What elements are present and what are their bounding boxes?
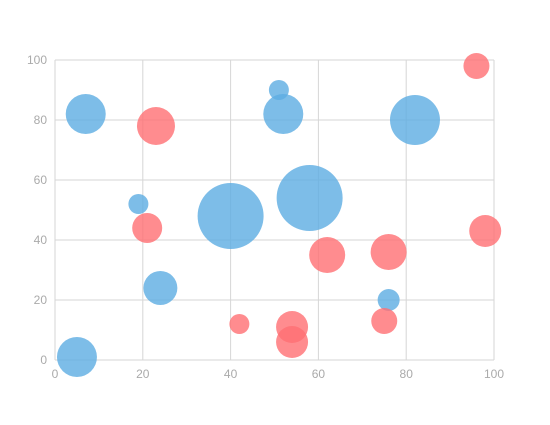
bubble-point [229, 314, 250, 334]
bubble-point [132, 213, 163, 243]
y-tick-label: 0 [40, 353, 47, 367]
bubble-point [370, 234, 407, 270]
bubble-point [136, 107, 175, 145]
bubble-point [65, 94, 106, 134]
x-tick-label: 0 [52, 367, 59, 381]
x-tick-label: 100 [484, 367, 504, 381]
bubble-point [143, 271, 178, 305]
bubble-point [263, 94, 304, 134]
bubble-point [469, 215, 502, 247]
bubble-point [309, 237, 346, 273]
y-tick-label: 40 [34, 233, 48, 247]
y-tick-label: 60 [34, 173, 48, 187]
x-tick-label: 60 [312, 367, 326, 381]
x-tick-label: 40 [224, 367, 238, 381]
grid-layer [54, 59, 495, 361]
bubble-point [377, 289, 400, 311]
bubble-point [463, 53, 490, 79]
x-tick-label: 20 [136, 367, 150, 381]
bubble-point [128, 194, 149, 214]
bubble-point [276, 165, 343, 231]
y-tick-label: 100 [27, 53, 47, 67]
bubble-point [389, 95, 440, 145]
axis-layer: 0 20 40 60 80 100 0 20 40 60 80 100 [27, 53, 504, 381]
bubble-layer [56, 53, 502, 377]
bubble-point [371, 308, 398, 334]
bubble-point [56, 337, 97, 377]
y-tick-label: 20 [34, 293, 48, 307]
x-tick-label: 80 [400, 367, 414, 381]
y-tick-label: 80 [34, 113, 48, 127]
bubble-point [276, 326, 309, 358]
bubble-point [197, 183, 264, 249]
